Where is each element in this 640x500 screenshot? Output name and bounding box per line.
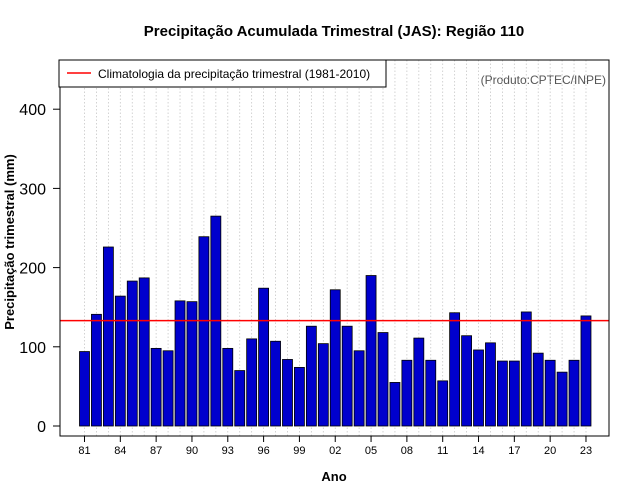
bar-1984: [114, 295, 126, 427]
bar-2017: [508, 360, 520, 427]
bar-1989: [174, 300, 186, 427]
bar-1990: [186, 301, 198, 427]
x-tick-label: 81: [78, 445, 90, 457]
legend-label: Climatologia da precipitação trimestral …: [98, 67, 370, 81]
y-tick-label: 200: [19, 261, 46, 278]
bar-2004: [353, 350, 365, 427]
bar-2015: [485, 342, 496, 427]
y-tick-label: 300: [19, 181, 46, 198]
bar-2010: [425, 359, 437, 427]
x-tick-label: 02: [329, 445, 341, 457]
x-tick-label: 90: [186, 445, 198, 457]
x-axis: 81 84 87 90 93 96 99 02 05 08 11 14 17 20 23: [78, 436, 592, 457]
bar-1987: [150, 347, 162, 427]
bar-1999: [294, 366, 305, 427]
bar-2012: [449, 312, 461, 427]
x-tick-label: 84: [114, 445, 126, 457]
x-axis-label: Ano: [321, 469, 346, 484]
x-tick-label: 23: [580, 445, 592, 457]
bar-1998: [282, 359, 293, 427]
bar-1995: [246, 338, 258, 427]
bar-2020: [544, 359, 556, 427]
bar-2022: [568, 359, 580, 427]
bar-1994: [234, 370, 246, 427]
credit-label: (Produto:CPTEC/INPE): [481, 73, 606, 87]
x-tick-label: 87: [150, 445, 162, 457]
y-tick-label: 400: [19, 102, 46, 119]
x-tick-label: 05: [365, 445, 377, 457]
x-tick-label: 11: [437, 445, 448, 457]
bar-2018: [520, 311, 532, 427]
bar-2003: [341, 325, 353, 427]
bar-2008: [401, 359, 413, 427]
y-tick-label: 100: [19, 340, 46, 357]
x-tick-label: 20: [544, 445, 556, 457]
bar-1991: [198, 236, 210, 427]
x-tick-label: 08: [401, 445, 413, 457]
x-tick-label: 93: [222, 445, 234, 457]
bar-1982: [91, 313, 102, 427]
y-tick-label: 0: [37, 419, 46, 436]
bar-2023: [580, 315, 592, 427]
bar-1988: [162, 350, 174, 427]
bar-2001: [317, 343, 329, 427]
bar-2019: [532, 352, 544, 427]
chart-title: Precipitação Acumulada Trimestral (JAS):…: [144, 23, 524, 40]
x-tick-label: 96: [257, 445, 269, 457]
bar-2014: [473, 349, 484, 427]
bar-1985: [126, 280, 138, 427]
bar-2021: [556, 371, 568, 427]
bar-2016: [496, 360, 508, 427]
bar-1997: [270, 340, 281, 427]
bar-2005: [365, 275, 377, 427]
bar-2000: [305, 325, 317, 427]
x-tick-label: 14: [472, 445, 484, 457]
bar-2013: [461, 335, 472, 427]
y-axis: 0 100 200 300 400: [19, 102, 60, 436]
bar-1986: [138, 277, 150, 427]
bar-1996: [258, 287, 270, 427]
bar-2006: [377, 332, 389, 427]
bar-series: [79, 215, 592, 427]
bar-2007: [389, 382, 401, 427]
y-axis-label: Precipitação trimestral (mm): [2, 154, 17, 330]
bar-1981: [79, 351, 90, 427]
bar-2002: [329, 289, 341, 427]
bar-2011: [437, 380, 449, 427]
x-tick-label: 17: [508, 445, 520, 457]
legend: Climatologia da precipitação trimestral …: [58, 59, 387, 88]
bar-1983: [102, 246, 114, 427]
bar-2009: [413, 337, 425, 427]
x-tick-label: 99: [293, 445, 305, 457]
bar-1993: [222, 347, 234, 427]
legend-box: [58, 59, 387, 88]
